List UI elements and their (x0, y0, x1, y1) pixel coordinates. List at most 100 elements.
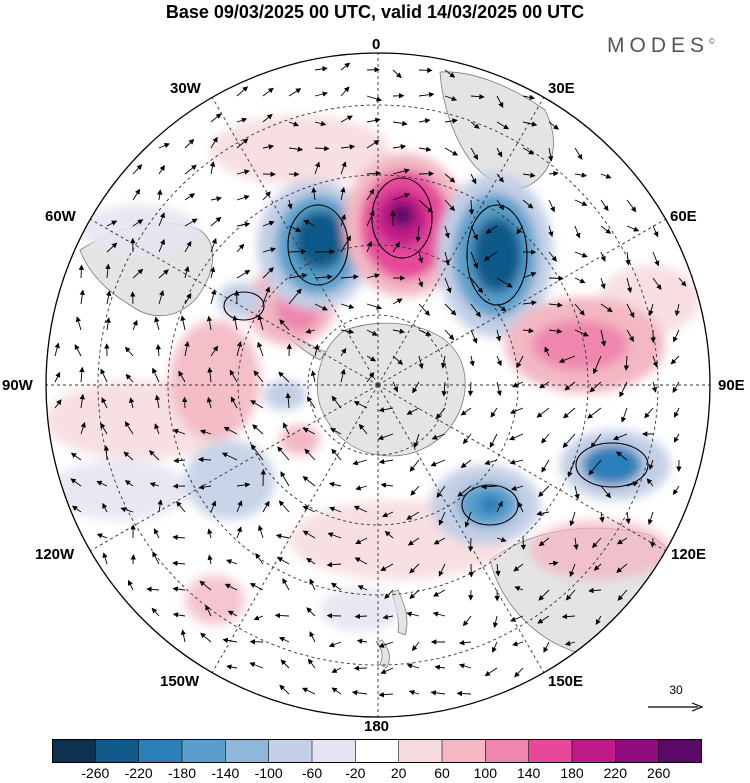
wind-arrow (496, 536, 507, 543)
wind-arrow (366, 273, 381, 279)
wind-arrow (626, 277, 633, 294)
wind-arrow (309, 631, 316, 643)
wind-arrow (106, 220, 118, 227)
wind-arrow (522, 172, 536, 178)
colorbar-tick-label: 100 (473, 765, 497, 781)
wind-arrow (444, 199, 456, 212)
wind-arrow (548, 328, 563, 334)
label-0: 0 (372, 36, 381, 53)
wind-arrow (626, 329, 634, 342)
wind-arrow (392, 69, 402, 79)
wind-arrow (444, 147, 459, 156)
wind-arrow (180, 629, 187, 643)
wind-arrow (548, 302, 563, 308)
wind-arrow (340, 62, 351, 71)
wind-arrow (548, 121, 560, 130)
wind-arrow (210, 216, 222, 227)
wind-arrow (352, 459, 368, 466)
colorbar-swatch (398, 739, 443, 763)
wind-arrow (210, 289, 217, 305)
wind-arrow (222, 637, 238, 644)
graticule (46, 53, 710, 717)
wind-arrow (330, 582, 342, 591)
wind-arrow (407, 537, 420, 546)
wind-arrow (574, 485, 580, 500)
wind-arrow (302, 427, 316, 435)
wind-arrow (353, 505, 368, 513)
wind-arrow (384, 589, 394, 600)
wind-arrow (418, 251, 424, 264)
wind-arrow (172, 534, 186, 541)
wind-arrow (262, 247, 277, 253)
wind-arrow (574, 303, 585, 316)
wind-arrow (257, 525, 264, 539)
wind-arrow (392, 144, 407, 150)
wind-arrow (541, 433, 550, 444)
wind-arrow (644, 407, 654, 419)
wind-arrow (564, 640, 576, 646)
wind-arrow (592, 355, 602, 375)
label-90w: 90W (2, 377, 33, 394)
wind-arrow (470, 121, 480, 129)
wind-arrow (176, 500, 186, 513)
wind-arrow (152, 367, 160, 383)
wind-arrow (438, 511, 446, 526)
wind-arrow (262, 267, 274, 279)
wind-arrow (210, 238, 217, 253)
wind-arrow (226, 559, 238, 565)
wind-arrow (548, 170, 559, 177)
label-30w: 30W (170, 80, 201, 97)
wind-arrow (279, 684, 290, 695)
wind-arrow (302, 476, 316, 487)
wind-arrow (470, 303, 481, 318)
wind-arrow (221, 452, 238, 461)
label-180: 180 (364, 718, 390, 735)
colorbar-swatch (312, 739, 356, 763)
wind-arrow (262, 220, 275, 227)
wind-arrow (278, 637, 290, 643)
wind-arrow (236, 221, 251, 228)
wind-arrow (236, 138, 249, 149)
wind-arrow (54, 371, 61, 383)
wind-arrow (600, 225, 612, 234)
wind-arrow (80, 421, 86, 435)
wind-arrow (496, 500, 503, 513)
wind-arrow (262, 191, 271, 201)
colorbar-swatch (658, 739, 702, 763)
wind-arrow (673, 433, 680, 443)
wind-arrow (158, 238, 165, 253)
wind-arrow (226, 664, 238, 670)
wind-arrow (124, 480, 134, 487)
wind-arrow (481, 484, 498, 490)
wind-arrow (340, 161, 347, 175)
wind-arrow (496, 147, 503, 158)
wind-arrow (314, 145, 330, 152)
wind-arrow (132, 219, 144, 227)
wind-arrow (470, 225, 478, 241)
wind-arrow (600, 303, 613, 313)
wind-arrow (548, 560, 559, 566)
wind-arrow (184, 292, 192, 305)
wind-arrow (199, 580, 212, 591)
wind-arrow (672, 485, 680, 496)
wind-arrow (652, 355, 658, 368)
wind-arrow (444, 303, 457, 316)
wind-arrow (326, 561, 342, 568)
wind-arrow (236, 341, 243, 357)
label-150w: 150W (160, 673, 200, 690)
wind-arrow (444, 277, 452, 294)
wind-arrow (252, 424, 264, 435)
wind-arrow (514, 586, 524, 592)
colorbar-tick-label: -260 (81, 765, 110, 781)
wind-arrow (328, 641, 342, 648)
wind-arrow (280, 659, 290, 669)
wind-arrow (418, 146, 432, 152)
wind-arrow (510, 615, 524, 622)
wind-arrow (569, 563, 576, 577)
wind-arrow (418, 118, 431, 124)
wind-arrow (380, 482, 394, 488)
colorbar-tick-label: -180 (167, 765, 197, 781)
wind-arrow (120, 507, 134, 513)
wind-arrow (538, 537, 550, 547)
wind-arrow (378, 407, 394, 413)
